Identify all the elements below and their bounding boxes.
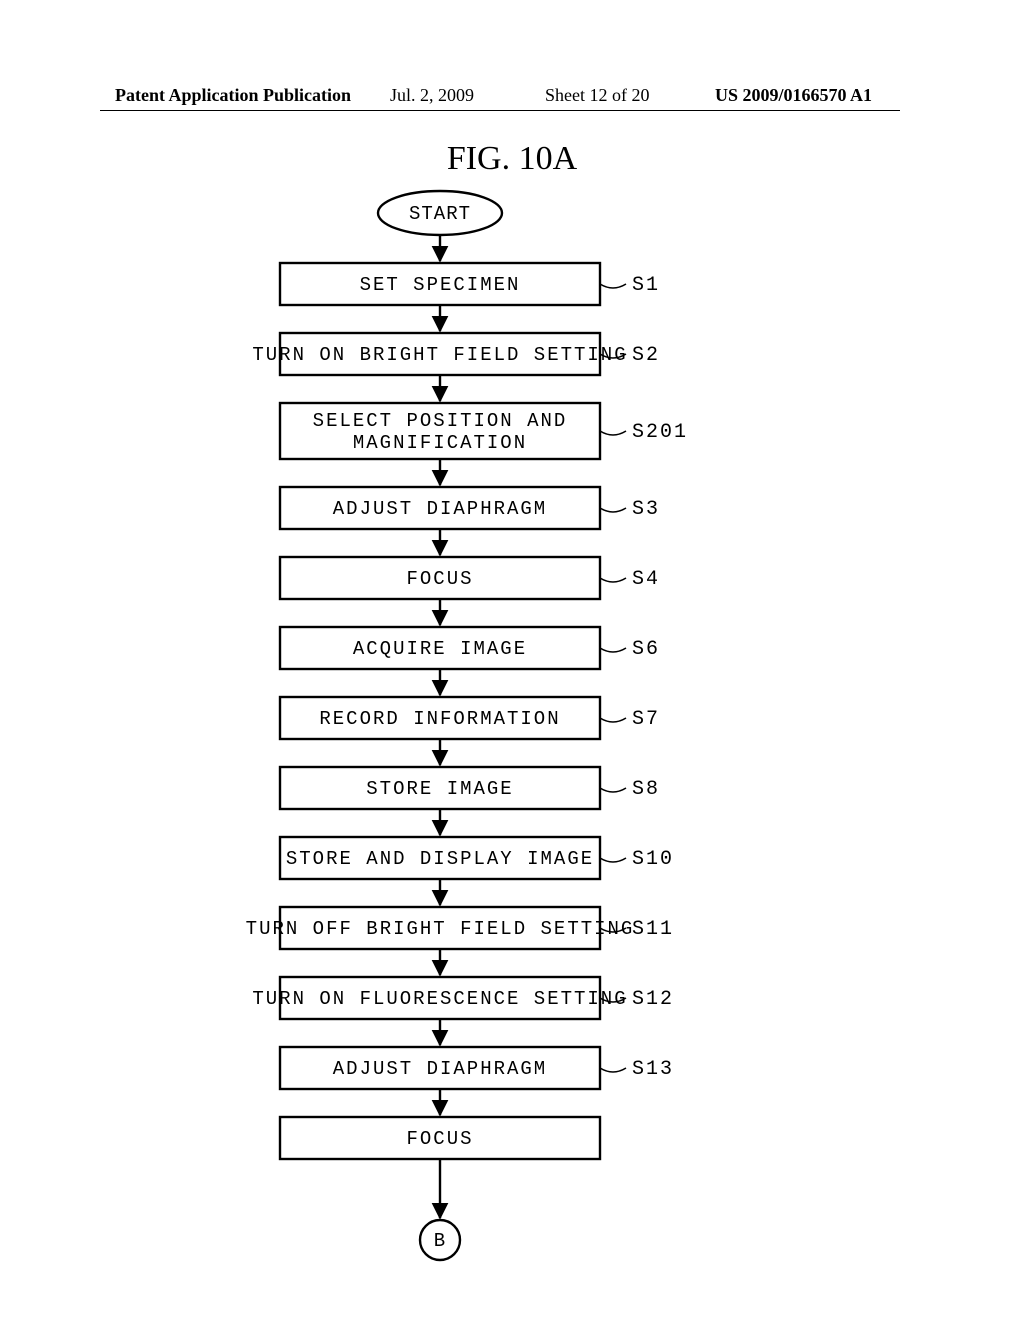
step-text: RECORD INFORMATION xyxy=(319,708,560,730)
figure-title: FIG. 10A xyxy=(0,140,1024,178)
step-id: S6 xyxy=(632,638,660,661)
step-text: TURN ON BRIGHT FIELD SETTING xyxy=(252,344,627,366)
step-text: ADJUST DIAPHRAGM xyxy=(333,498,547,520)
header-date: Jul. 2, 2009 xyxy=(390,85,474,106)
header-pubno: US 2009/0166570 A1 xyxy=(715,85,872,106)
connector-end-label: B xyxy=(434,1230,446,1252)
step-text: FOCUS xyxy=(406,568,473,590)
page: Patent Application Publication Jul. 2, 2… xyxy=(0,0,1024,1320)
step-text: TURN ON FLUORESCENCE SETTING xyxy=(252,988,627,1010)
header-sheet: Sheet 12 of 20 xyxy=(545,85,649,106)
step-id: S201 xyxy=(632,421,688,444)
step-id: S7 xyxy=(632,708,660,731)
step-id: S10 xyxy=(632,848,674,871)
step-id: S8 xyxy=(632,778,660,801)
step-text: FOCUS xyxy=(406,1128,473,1150)
step-id: S4 xyxy=(632,568,660,591)
step-text: STORE IMAGE xyxy=(366,778,513,800)
step-id: S1 xyxy=(632,274,660,297)
step-text: SELECT POSITION AND xyxy=(313,410,568,432)
step-id: S11 xyxy=(632,918,674,941)
step-text: MAGNIFICATION xyxy=(353,432,527,454)
header-rule xyxy=(100,110,900,111)
header-publication: Patent Application Publication xyxy=(115,85,351,106)
step-id: S3 xyxy=(632,498,660,521)
step-text: ACQUIRE IMAGE xyxy=(353,638,527,660)
step-id: S12 xyxy=(632,988,674,1011)
terminator-start-label: START xyxy=(409,203,471,225)
step-text: ADJUST DIAPHRAGM xyxy=(333,1058,547,1080)
step-id: S13 xyxy=(632,1058,674,1081)
step-text: SET SPECIMEN xyxy=(360,274,521,296)
flowchart: START SET SPECIMEN S1 TURN ON BRIGHT FIELD … xyxy=(0,185,1024,1285)
step-text: TURN OFF BRIGHT FIELD SETTING xyxy=(246,918,635,940)
step-id: S2 xyxy=(632,344,660,367)
step-text: STORE AND DISPLAY IMAGE xyxy=(286,848,594,870)
